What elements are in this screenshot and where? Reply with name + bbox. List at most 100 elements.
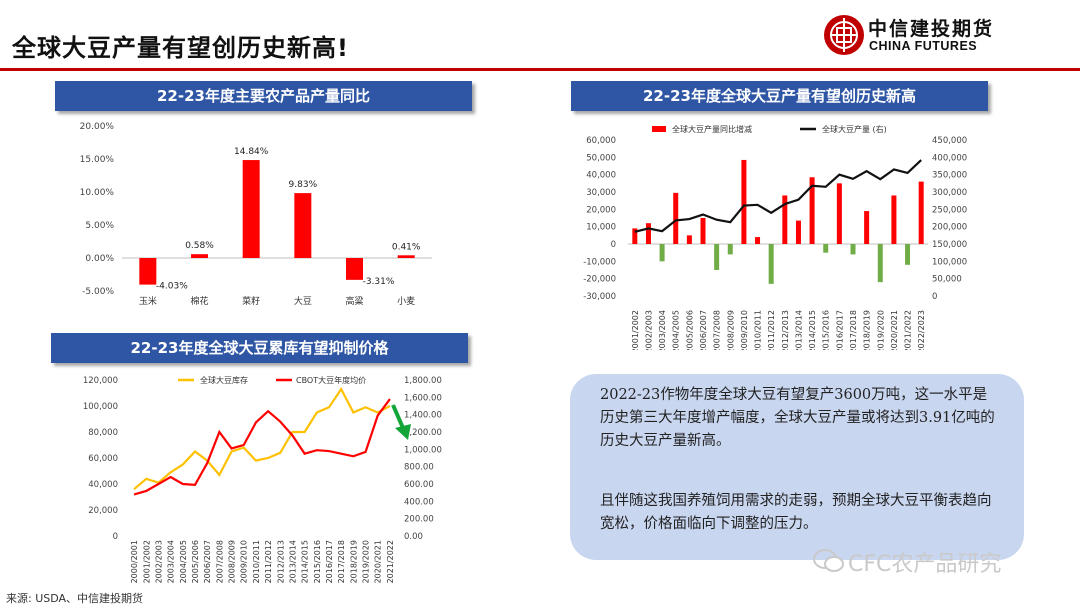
y-left-tick-label: 0 bbox=[113, 532, 118, 542]
x-tick-label: 2004/2005 bbox=[179, 540, 188, 583]
y-right-tick-label: 800.00 bbox=[404, 463, 434, 473]
data-label: -4.03% bbox=[156, 282, 188, 292]
y-right-tick-label: 1,000.00 bbox=[404, 445, 442, 455]
y-tick-label: 10.00% bbox=[80, 188, 115, 198]
x-tick-label: 小麦 bbox=[397, 295, 415, 307]
y-left-tick-label: 100,000 bbox=[83, 402, 118, 412]
chart3-title: 22-23年度全球大豆累库有望抑制价格 bbox=[51, 333, 468, 363]
x-tick-label: 2001/2002 bbox=[142, 540, 151, 583]
y-left-tick-label: 20,000 bbox=[88, 506, 118, 516]
y-right-tick-label: 400.00 bbox=[404, 497, 434, 507]
bar bbox=[139, 258, 157, 285]
bar bbox=[397, 255, 415, 258]
x-tick-label: 2022/2023 bbox=[917, 310, 926, 350]
bar bbox=[294, 193, 312, 258]
y-right-tick-label: 1,800.00 bbox=[404, 376, 442, 386]
x-tick-label: 2001/2002 bbox=[631, 310, 640, 350]
bar bbox=[877, 244, 883, 283]
y-right-tick-label: 450,000 bbox=[932, 136, 967, 146]
bar bbox=[242, 160, 260, 258]
y-left-tick-label: 60,000 bbox=[88, 454, 118, 464]
y-right-tick-label: 0 bbox=[932, 292, 937, 302]
x-tick-label: 2008/2009 bbox=[726, 310, 735, 350]
y-left-tick-label: 40,000 bbox=[586, 171, 616, 181]
y-tick-label: -5.00% bbox=[82, 287, 114, 297]
x-tick-label: 2005/2006 bbox=[191, 540, 200, 583]
y-left-tick-label: 80,000 bbox=[88, 428, 118, 438]
soy-stock-price-chart: 120,000 100,000 80,000 60,000 40,000 20,000 0 1… bbox=[83, 375, 442, 583]
data-label: 0.58% bbox=[185, 241, 214, 251]
legend-label: CBOT大豆年度均价 bbox=[296, 375, 366, 385]
bar bbox=[918, 181, 924, 244]
x-tick-label: 菜籽 bbox=[242, 295, 260, 307]
wechat-icon bbox=[813, 549, 844, 572]
data-label: 0.41% bbox=[392, 242, 421, 252]
bar bbox=[905, 244, 911, 265]
x-tick-label: 高粱 bbox=[345, 295, 363, 307]
x-tick-label: 2014/2015 bbox=[808, 310, 817, 350]
y-right-tick-label: 600.00 bbox=[404, 480, 434, 490]
y-right-tick-label: 1,400.00 bbox=[404, 411, 442, 421]
bar bbox=[673, 192, 679, 244]
bar bbox=[727, 244, 733, 255]
y-left-tick-label: 0 bbox=[611, 240, 616, 250]
x-tick-label: 2011/2012 bbox=[264, 540, 273, 583]
x-tick-label: 棉花 bbox=[190, 295, 208, 307]
x-tick-label: 2013/2014 bbox=[288, 540, 297, 583]
x-tick-label: 2000/2001 bbox=[130, 540, 139, 583]
bar bbox=[836, 183, 842, 244]
x-tick-label: 2016/2017 bbox=[835, 310, 844, 350]
x-tick-label: 2006/2007 bbox=[699, 310, 708, 350]
x-tick-label: 2018/2019 bbox=[349, 540, 358, 583]
y-right-tick-label: 200,000 bbox=[932, 223, 967, 233]
price-line bbox=[133, 398, 391, 496]
commentary-box: 2022-23作物年度全球大豆有望复产3600万吨，这一水平是历史第三大年度增产… bbox=[570, 374, 1024, 560]
company-logo bbox=[824, 15, 864, 55]
bar bbox=[645, 223, 651, 244]
bar bbox=[795, 220, 801, 244]
source-note: 来源: USDA、中信建投期货 bbox=[6, 592, 144, 605]
y-tick-label: 15.00% bbox=[80, 155, 115, 165]
x-tick-label: 2006/2007 bbox=[203, 540, 212, 583]
bar bbox=[755, 237, 761, 244]
y-left-tick-label: -20,000 bbox=[583, 275, 616, 285]
x-tick-label: 2017/2018 bbox=[337, 540, 346, 583]
y-right-tick-label: 0.00 bbox=[404, 532, 423, 542]
x-tick-label: 2005/2006 bbox=[685, 310, 694, 350]
x-tick-label: 大豆 bbox=[294, 295, 312, 307]
bar bbox=[686, 235, 692, 244]
y-left-tick-label: 40,000 bbox=[88, 480, 118, 490]
stock-line bbox=[133, 386, 391, 491]
x-tick-label: 2021/2022 bbox=[904, 310, 913, 350]
x-tick-label: 2020/2021 bbox=[374, 540, 383, 583]
x-tick-label: 2010/2011 bbox=[252, 540, 261, 583]
x-tick-label: 2016/2017 bbox=[325, 540, 334, 583]
bar bbox=[864, 211, 870, 244]
x-tick-label: 2012/2013 bbox=[276, 540, 285, 583]
y-left-tick-label: 120,000 bbox=[83, 376, 118, 386]
bar bbox=[346, 258, 363, 280]
x-tick-label: 2020/2021 bbox=[890, 310, 899, 350]
soy-production-chart: 60,000 50,000 40,000 30,000 20,000 10,000 0 -10… bbox=[583, 124, 967, 350]
x-tick-label: 2003/2004 bbox=[167, 540, 176, 583]
bar bbox=[823, 244, 829, 253]
y-left-tick-label: -30,000 bbox=[583, 292, 616, 302]
y-right-tick-label: 300,000 bbox=[932, 188, 967, 198]
legend-label: 全球大豆库存 bbox=[200, 375, 248, 385]
y-right-tick-label: 350,000 bbox=[932, 171, 967, 181]
x-tick-label: 2017/2018 bbox=[849, 310, 858, 350]
data-label: 14.84% bbox=[234, 147, 269, 157]
commentary-paragraph-2: 且伴随这我国养殖饲用需求的走弱，预期全球大豆平衡表趋向宽松，价格面临向下调整的压… bbox=[600, 493, 992, 532]
logo-text-en: CHINA FUTURES bbox=[869, 39, 978, 53]
y-left-tick-label: 50,000 bbox=[586, 153, 616, 163]
y-tick-label: 5.00% bbox=[85, 221, 114, 231]
bar bbox=[714, 244, 720, 270]
y-right-tick-label: 400,000 bbox=[932, 153, 967, 163]
x-tick-label: 2021/2022 bbox=[386, 540, 395, 583]
x-tick-label: 2010/2011 bbox=[754, 310, 763, 350]
y-left-tick-label: 30,000 bbox=[586, 188, 616, 198]
x-tick-label: 2007/2008 bbox=[215, 540, 224, 583]
x-tick-label: 2002/2003 bbox=[644, 310, 653, 350]
y-right-tick-label: 250,000 bbox=[932, 205, 967, 215]
y-tick-label: 0.00% bbox=[85, 254, 114, 264]
